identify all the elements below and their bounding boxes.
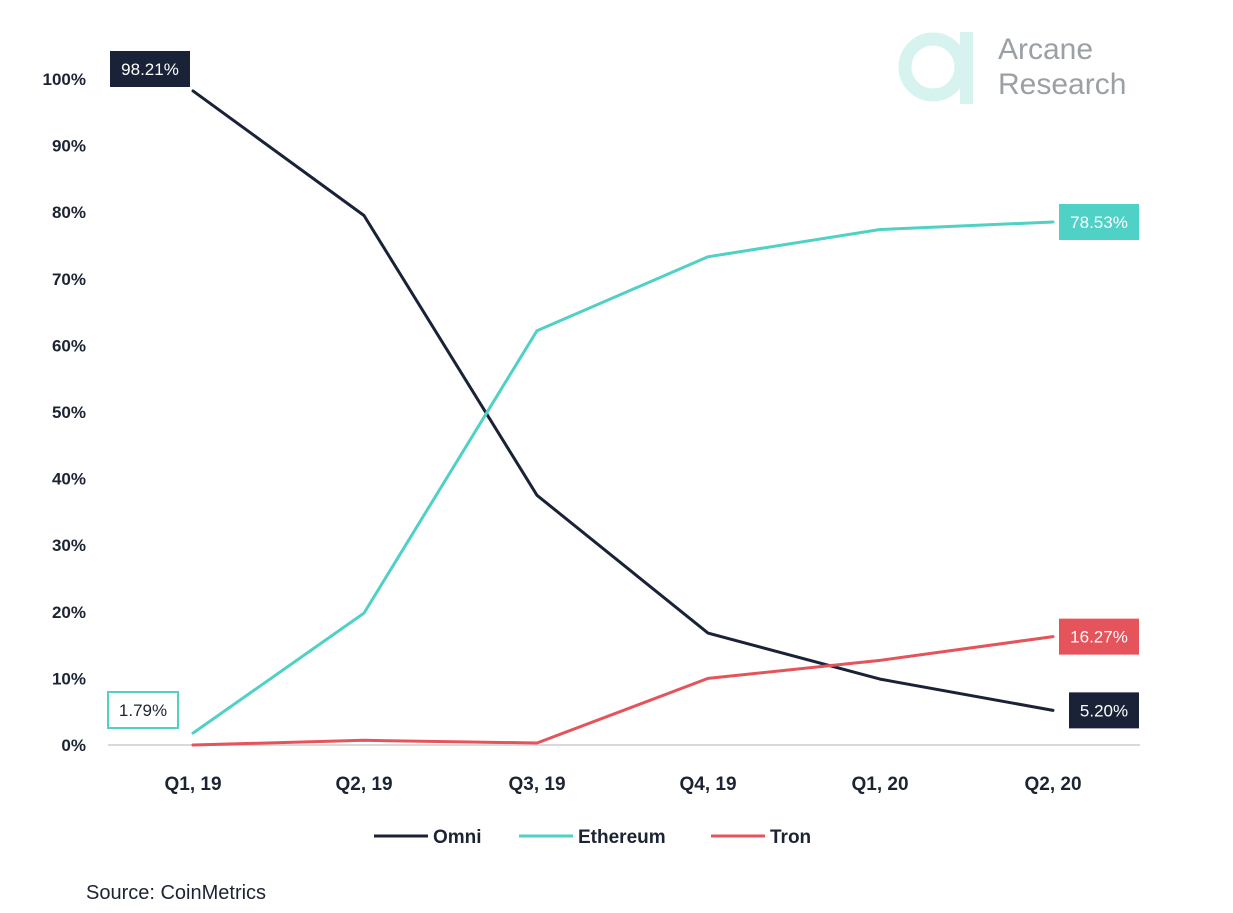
data-labels: 98.21% 5.20% 78.53% 1.79% 16.27% xyxy=(107,51,1139,729)
legend-item-omni: Omni xyxy=(374,827,482,848)
data-label-text: 16.27% xyxy=(1070,628,1128,647)
x-tick-label: Q1, 19 xyxy=(164,774,221,795)
data-label-text: 1.79% xyxy=(119,701,167,720)
legend-label: Ethereum xyxy=(578,827,666,848)
y-tick-label: 30% xyxy=(52,536,86,555)
data-label-text: 78.53% xyxy=(1070,213,1128,232)
data-label-ethereum-5: 78.53% xyxy=(1059,203,1139,240)
data-label-ethereum-0: 1.79% xyxy=(107,691,179,729)
y-axis-ticks: 0% 10% 20% 30% 40% 50% 60% 70% 80% 90% 100% xyxy=(43,70,86,755)
series-line-omni xyxy=(191,89,1055,712)
data-label-tron-5: 16.27% xyxy=(1059,618,1139,655)
x-tick-label: Q1, 20 xyxy=(851,774,908,795)
source-note: Source: CoinMetrics xyxy=(86,882,266,904)
x-tick-label: Q4, 19 xyxy=(679,774,736,795)
brand-name-line2: Research xyxy=(998,68,1126,101)
data-label-omni-5: 5.20% xyxy=(1069,692,1139,729)
data-label-text: 98.21% xyxy=(121,60,179,79)
y-tick-label: 10% xyxy=(52,669,86,688)
x-tick-label: Q2, 19 xyxy=(335,774,392,795)
y-tick-label: 60% xyxy=(52,336,86,355)
data-label-box xyxy=(110,51,190,87)
y-tick-label: 20% xyxy=(52,603,86,622)
legend-item-tron: Tron xyxy=(711,827,811,848)
y-tick-label: 100% xyxy=(43,70,86,89)
arcane-logo-icon xyxy=(898,32,973,104)
legend-label: Tron xyxy=(770,827,811,848)
y-tick-label: 0% xyxy=(61,736,86,755)
data-label-box xyxy=(1059,618,1139,655)
data-label-box xyxy=(1059,203,1139,240)
data-label-box xyxy=(1069,692,1139,729)
data-label-omni-0: 98.21% xyxy=(110,51,190,87)
y-tick-label: 70% xyxy=(52,270,86,289)
x-tick-label: Q2, 20 xyxy=(1024,774,1081,795)
y-tick-label: 40% xyxy=(52,470,86,489)
legend-label: Omni xyxy=(433,827,482,848)
legend: Omni Ethereum Tron xyxy=(374,827,811,848)
legend-item-ethereum: Ethereum xyxy=(519,827,666,848)
y-tick-label: 80% xyxy=(52,203,86,222)
brand-name-line1: Arcane xyxy=(998,33,1093,66)
series-lines xyxy=(191,89,1055,747)
x-axis-ticks: Q1, 19 Q2, 19 Q3, 19 Q4, 19 Q1, 20 Q2, 20 xyxy=(164,774,1081,795)
data-label-box xyxy=(107,691,179,729)
x-tick-label: Q3, 19 xyxy=(508,774,565,795)
y-tick-label: 90% xyxy=(52,137,86,156)
data-label-text: 5.20% xyxy=(1080,701,1128,720)
series-line-ethereum xyxy=(191,220,1055,735)
y-tick-label: 50% xyxy=(52,403,86,422)
series-line-tron xyxy=(191,635,1055,747)
